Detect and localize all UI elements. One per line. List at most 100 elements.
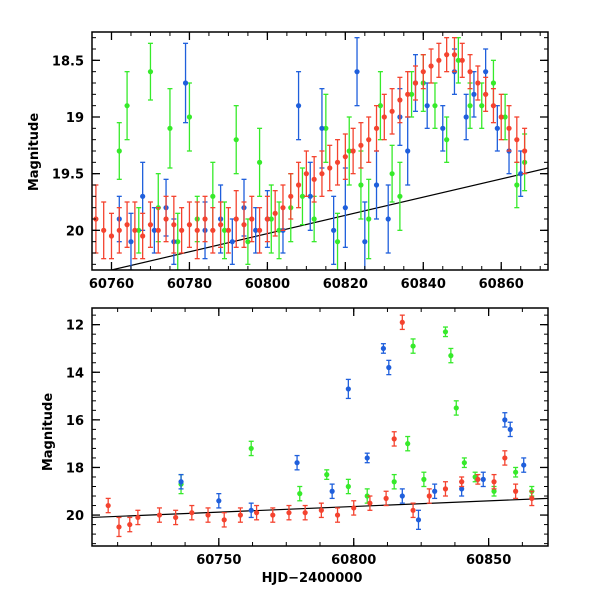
data-point (415, 517, 422, 523)
top-y-axis-title: Magnitude (27, 113, 42, 192)
data-point (502, 455, 508, 461)
data-point (397, 193, 403, 199)
data-point (397, 97, 403, 103)
data-point (156, 512, 163, 518)
x-tick-label: 60750 (196, 553, 241, 568)
data-point (459, 57, 465, 63)
data-point (399, 493, 405, 499)
data-point (491, 479, 497, 485)
series-green (178, 326, 535, 504)
data-point (307, 193, 313, 199)
data-point (463, 114, 469, 120)
data-point (323, 125, 329, 131)
data-point (373, 182, 380, 188)
data-point (490, 80, 497, 86)
data-point (494, 125, 500, 131)
series-blue (178, 343, 527, 530)
data-point (428, 63, 434, 69)
data-point (444, 137, 450, 143)
data-point (426, 493, 432, 499)
data-point (507, 426, 513, 432)
data-point (358, 142, 364, 148)
data-point (205, 512, 211, 518)
y-tick-label: 18 (66, 461, 84, 476)
data-point (324, 472, 330, 478)
data-point (351, 505, 357, 511)
data-point (140, 193, 146, 199)
data-point (459, 486, 465, 492)
data-point (318, 507, 324, 513)
data-point (155, 227, 161, 233)
y-tick-label: 19.5 (52, 168, 84, 183)
x-tick-label: 60760 (89, 277, 134, 292)
data-point (171, 222, 177, 228)
data-point (350, 148, 356, 154)
data-point (189, 510, 195, 516)
data-point (442, 329, 449, 335)
data-point (364, 455, 370, 461)
data-point (410, 343, 416, 349)
data-point (319, 125, 325, 131)
plot-area (92, 314, 548, 538)
data-point (116, 227, 122, 233)
data-point (513, 488, 519, 494)
data-point (399, 319, 405, 325)
data-point (329, 488, 335, 494)
data-point (218, 222, 224, 228)
data-point (221, 517, 227, 523)
data-point (253, 510, 260, 516)
data-point (311, 216, 317, 222)
data-point (408, 91, 415, 97)
data-point (432, 103, 438, 109)
data-point (268, 216, 274, 222)
data-point (391, 479, 397, 485)
data-point (249, 216, 255, 222)
data-point (461, 460, 467, 466)
data-point (345, 386, 351, 392)
data-point (116, 148, 122, 154)
data-point (311, 176, 317, 182)
y-tick-label: 20 (66, 509, 84, 524)
data-point (412, 80, 419, 86)
data-point (186, 114, 193, 120)
data-point (377, 103, 384, 109)
data-point (276, 227, 282, 233)
data-point (459, 479, 465, 485)
data-point (175, 239, 181, 245)
data-point (253, 227, 259, 233)
data-point (405, 91, 411, 97)
data-point (221, 227, 228, 233)
data-point (128, 239, 134, 245)
data-point (502, 114, 508, 120)
data-point (202, 216, 208, 222)
data-point (167, 125, 173, 131)
data-point (366, 137, 372, 143)
data-point (385, 216, 391, 222)
data-point (529, 495, 535, 501)
data-point (334, 512, 341, 518)
data-point (479, 103, 485, 109)
data-point (319, 171, 325, 177)
data-point (354, 69, 360, 75)
data-point (132, 227, 138, 233)
x-tick-label: 60860 (479, 277, 524, 292)
data-point (451, 52, 458, 58)
y-tick-label: 18.5 (52, 54, 84, 69)
y-tick-label: 16 (66, 414, 84, 429)
trend-line (111, 167, 548, 270)
data-point (140, 233, 146, 239)
data-point (272, 210, 278, 216)
data-point (295, 103, 302, 109)
x-tick-label: 60820 (323, 277, 368, 292)
data-point (362, 239, 368, 245)
data-point (116, 524, 122, 530)
y-tick-label: 19 (66, 111, 84, 126)
data-point (440, 125, 446, 131)
data-point (490, 103, 497, 109)
data-point (420, 69, 426, 75)
data-point (366, 216, 372, 222)
series-red (105, 314, 535, 538)
data-point (483, 69, 489, 75)
data-point (455, 57, 461, 63)
data-point (136, 227, 142, 233)
